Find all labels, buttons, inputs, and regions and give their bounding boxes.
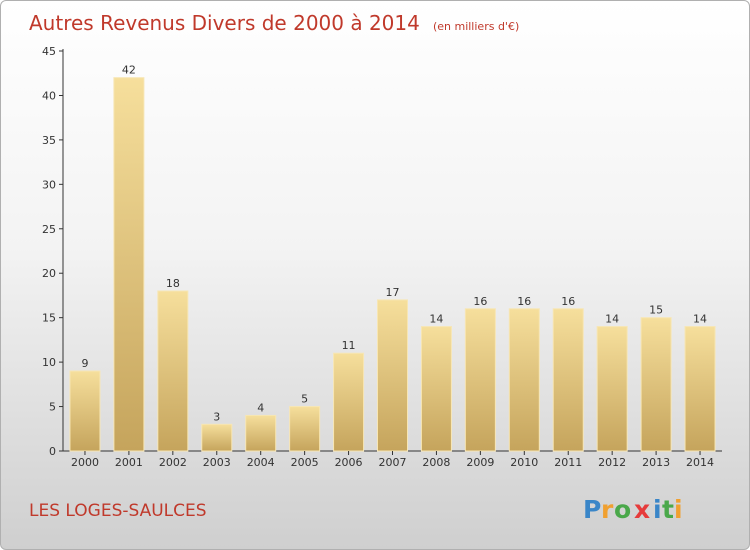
y-tick-label: 30 xyxy=(42,178,56,191)
bar xyxy=(157,290,189,452)
x-tick-label: 2007 xyxy=(379,456,407,469)
bar xyxy=(684,326,716,452)
x-tick-label: 2001 xyxy=(115,456,143,469)
y-tick-label: 45 xyxy=(42,45,56,58)
bar-value-label: 16 xyxy=(517,295,531,308)
svg-text:x: x xyxy=(634,495,650,524)
x-tick-label: 2012 xyxy=(598,456,626,469)
x-tick-label: 2000 xyxy=(71,456,99,469)
y-tick-label: 10 xyxy=(42,356,56,369)
x-tick-label: 2002 xyxy=(159,456,187,469)
x-tick-label: 2006 xyxy=(335,456,363,469)
svg-text:P: P xyxy=(583,495,601,524)
x-tick-label: 2004 xyxy=(247,456,275,469)
bar-value-label: 15 xyxy=(649,304,663,317)
bar xyxy=(201,423,233,452)
bar xyxy=(508,308,540,452)
svg-text:t: t xyxy=(662,495,674,524)
y-tick-label: 20 xyxy=(42,267,56,280)
x-tick-label: 2010 xyxy=(510,456,538,469)
bar-value-label: 3 xyxy=(213,410,220,423)
bar-value-label: 16 xyxy=(561,295,575,308)
bar xyxy=(377,299,408,452)
x-axis-ticks: 2000 2001 2002 2003 2004 2005 2006 2007 2008 2009… xyxy=(71,451,714,469)
svg-text:i: i xyxy=(674,495,683,524)
bar-value-label: 5 xyxy=(301,393,308,406)
bars: 9 42 18 3 4 5 11 17 14 16 16 16 14 15 14 xyxy=(69,64,716,452)
bar-value-label: 11 xyxy=(342,339,356,352)
location-name: LES LOGES-SAULCES xyxy=(29,501,207,521)
bar xyxy=(464,308,496,452)
bar-value-label: 4 xyxy=(257,401,264,414)
bar xyxy=(333,352,365,452)
y-axis-ticks: 0 5 10 15 20 25 30 35 40 45 xyxy=(42,45,63,458)
bar xyxy=(640,317,672,452)
x-tick-label: 2003 xyxy=(203,456,231,469)
y-tick-label: 25 xyxy=(42,223,56,236)
svg-text:r: r xyxy=(601,495,614,524)
bar-value-label: 42 xyxy=(122,64,136,77)
chart-title-main: Autres Revenus Divers de 2000 à 2014 xyxy=(29,11,420,35)
bar-value-label: 17 xyxy=(386,286,400,299)
bar-value-label: 18 xyxy=(166,277,180,290)
svg-text:i: i xyxy=(653,495,662,524)
y-tick-label: 15 xyxy=(42,312,56,325)
x-tick-label: 2014 xyxy=(686,456,714,469)
x-tick-label: 2009 xyxy=(466,456,494,469)
chart-title-unit: (en milliers d'€) xyxy=(433,20,519,33)
x-tick-label: 2005 xyxy=(291,456,319,469)
bar xyxy=(69,370,101,452)
bar xyxy=(596,326,628,452)
bar-value-label: 16 xyxy=(473,295,487,308)
bar xyxy=(245,414,277,452)
chart-title: Autres Revenus Divers de 2000 à 2014 (en… xyxy=(29,11,519,35)
bar-value-label: 9 xyxy=(81,357,88,370)
bar xyxy=(113,77,145,452)
bar xyxy=(552,308,584,452)
y-tick-label: 40 xyxy=(42,89,56,102)
y-tick-label: 0 xyxy=(49,445,56,458)
bar xyxy=(420,326,452,452)
y-tick-label: 5 xyxy=(49,401,56,414)
x-tick-label: 2013 xyxy=(642,456,670,469)
x-tick-label: 2011 xyxy=(554,456,582,469)
bar-value-label: 14 xyxy=(605,313,619,326)
proxiti-logo: P r o x i t i xyxy=(583,495,683,524)
bar-value-label: 14 xyxy=(429,313,443,326)
svg-text:o: o xyxy=(614,495,631,524)
y-tick-label: 35 xyxy=(42,134,56,147)
x-tick-label: 2008 xyxy=(422,456,450,469)
bar xyxy=(289,406,321,452)
bar-value-label: 14 xyxy=(693,313,707,326)
